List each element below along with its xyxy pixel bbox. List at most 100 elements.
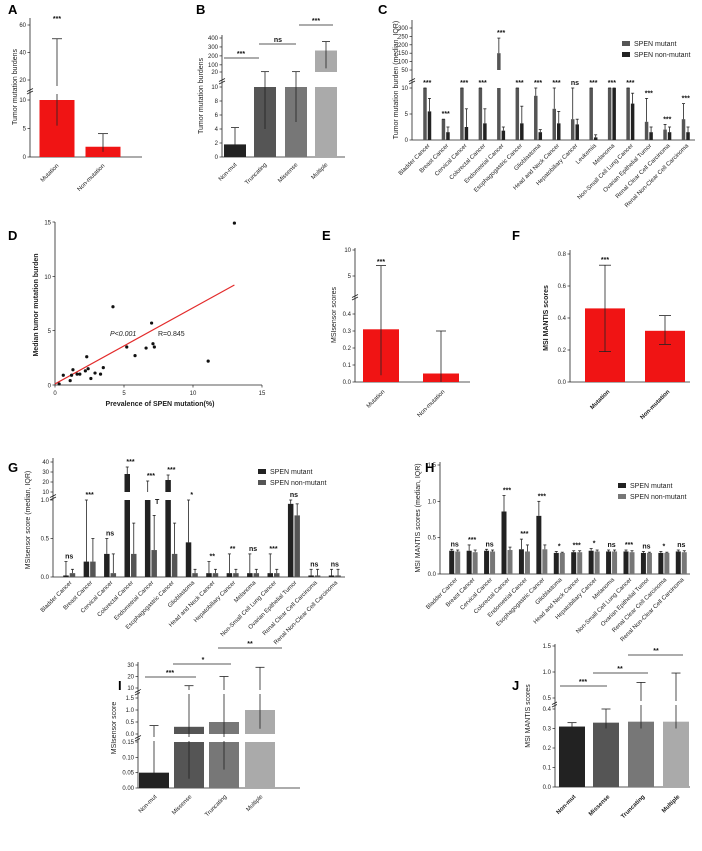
bar <box>501 130 506 140</box>
x-tick-label: Colorectal Cancer <box>97 580 135 618</box>
bar <box>612 551 618 574</box>
y-tick-label: 0.0 <box>558 380 567 386</box>
legend-label: SPEN non-mutant <box>630 494 686 501</box>
bar <box>663 721 689 787</box>
y-axis-label: MSIsensor scores <box>331 286 338 343</box>
bar <box>593 722 619 787</box>
panel-label: J <box>512 678 519 693</box>
bar <box>192 573 198 577</box>
bar <box>552 108 556 140</box>
significance-label: *** <box>442 111 450 118</box>
break-gap <box>140 737 298 741</box>
bar <box>464 127 469 140</box>
bar <box>534 95 538 140</box>
bar <box>144 500 151 577</box>
bar <box>267 573 273 577</box>
axis-break <box>49 496 57 501</box>
y-tick-label: 0.2 <box>543 746 552 752</box>
bar <box>644 121 649 140</box>
y-tick-label: 40 <box>42 460 49 466</box>
y-tick-label: 5 <box>48 329 52 335</box>
legend-label: SPEN mutant <box>634 41 676 48</box>
y-tick-label: 10 <box>401 86 408 92</box>
panel-label: B <box>196 2 205 17</box>
y-tick-label: 400 <box>208 36 219 42</box>
x-tick-label: Multiple <box>311 162 330 181</box>
bar <box>658 552 664 574</box>
bar <box>577 552 583 574</box>
bar <box>478 88 483 140</box>
significance-label: *** <box>497 30 505 37</box>
panel-j: J 0.0 0.1 0.2 0.3 0.4 0.5 1.0 1.5 MSI MANTIS scor… <box>512 644 690 820</box>
significance-label: ** <box>230 546 236 553</box>
bar <box>455 551 461 574</box>
data-point <box>75 372 79 376</box>
data-point <box>57 382 61 386</box>
data-point <box>232 221 236 225</box>
significance-label: ns <box>451 541 459 548</box>
y-tick-label: 0.05 <box>122 771 134 777</box>
y-tick-label: 0.0 <box>428 572 437 578</box>
y-tick-label: 1.5 <box>543 644 552 650</box>
break-gap <box>557 701 690 705</box>
bar <box>571 552 577 574</box>
y-tick-label: 0.4 <box>558 316 567 322</box>
bar <box>151 550 157 577</box>
significance-label: *** <box>312 18 320 25</box>
bar <box>536 515 542 574</box>
legend-swatch <box>618 494 626 499</box>
significance-label: ns <box>65 554 73 561</box>
panel-e: E 0.0 0.1 0.2 0.3 0.4 5 10 MSIsensor scores Mutat… <box>322 228 470 419</box>
bar <box>623 551 629 574</box>
bar <box>507 550 513 574</box>
axis-break <box>351 296 359 301</box>
axis-break <box>26 90 34 95</box>
significance-label: ns <box>249 546 257 553</box>
break-gap <box>140 690 298 694</box>
y-tick-label: 30 <box>127 663 134 669</box>
significance-label: *** <box>573 543 581 550</box>
annotation-p-value: P<0.001 <box>110 331 136 338</box>
x-tick-label: Non-mut <box>218 162 239 183</box>
y-axis-label: MSI MANTIS scores (median, IQR) <box>415 463 422 572</box>
data-point <box>89 376 93 381</box>
data-point <box>144 346 148 350</box>
bar <box>628 721 654 787</box>
bar <box>446 132 450 140</box>
y-tick-label: 30 <box>42 470 49 476</box>
panel-d: D 0 5 10 15 0 5 10 15 P<0.001 R=0.845 Prevalence of… <box>8 221 266 409</box>
y-tick-label: 0.5 <box>428 536 437 542</box>
y-tick-label: 5 <box>348 274 352 280</box>
bar <box>185 542 192 577</box>
bar <box>206 573 212 577</box>
data-point <box>83 369 87 373</box>
axis-break <box>49 494 57 498</box>
y-tick-label: 10 <box>211 85 218 91</box>
significance-label: ns <box>485 541 493 548</box>
axis-break <box>26 88 34 92</box>
y-tick-label: 20 <box>127 675 134 681</box>
y-tick-label: 300 <box>208 45 219 51</box>
y-tick-label: 6 <box>215 113 219 119</box>
x-tick-label: Non-mutation <box>417 389 447 419</box>
significance-label: ns <box>331 561 339 568</box>
x-tick-label: Hepatobiliary Cancer <box>193 580 237 624</box>
panel-label: A <box>8 2 18 17</box>
data-point <box>71 368 75 372</box>
y-tick-label: 0.0 <box>343 380 352 386</box>
panel-label: E <box>322 228 331 243</box>
y-tick-label: 0 <box>48 384 52 390</box>
x-tick-label: Non-mutation <box>640 389 672 421</box>
bar <box>570 119 575 140</box>
significance-label: *** <box>468 537 476 544</box>
panel-h: H 0.0 0.5 1.0 1.5 MSI MANTIS scores (median, … <box>415 460 690 643</box>
significance-label: ns <box>106 531 114 538</box>
significance-label: *** <box>269 546 277 553</box>
bar <box>314 575 321 577</box>
bar <box>626 88 630 140</box>
bar <box>593 137 598 140</box>
y-tick-label: 10 <box>127 686 134 692</box>
bar <box>538 132 543 140</box>
bar <box>681 119 686 140</box>
significance-label: *** <box>520 531 528 538</box>
